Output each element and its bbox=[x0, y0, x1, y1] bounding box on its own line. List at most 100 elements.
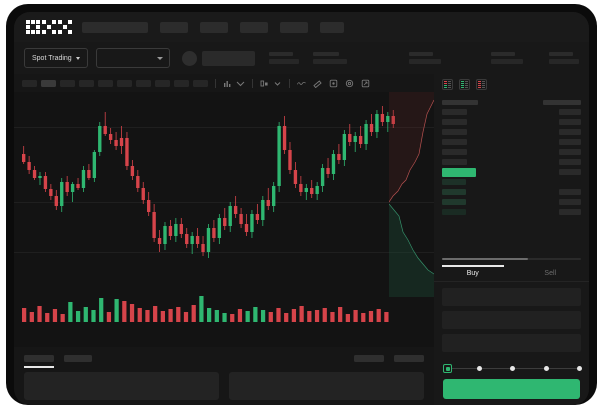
amount-percent-slider[interactable] bbox=[434, 357, 589, 373]
bottom-tab-2[interactable] bbox=[64, 354, 92, 362]
bottom-panel-left[interactable] bbox=[24, 372, 219, 400]
timeframe-button-5[interactable] bbox=[98, 79, 113, 87]
orderbook-row-price bbox=[442, 179, 466, 185]
price-field[interactable] bbox=[442, 288, 581, 306]
ticker-stat-3-value bbox=[408, 59, 441, 64]
timeframe-button-2[interactable] bbox=[41, 79, 56, 87]
orderbook-row[interactable] bbox=[442, 207, 581, 217]
settings-icon[interactable] bbox=[345, 79, 354, 88]
orderbook-row[interactable] bbox=[442, 167, 581, 177]
ticker-subheader: Spot Trading bbox=[14, 42, 589, 74]
nav-item-2[interactable] bbox=[200, 21, 228, 33]
chevron-down-icon bbox=[75, 56, 80, 60]
total-field[interactable] bbox=[442, 334, 581, 352]
orderbook-row-amount bbox=[559, 139, 581, 145]
orderbook-row-amount bbox=[559, 189, 581, 195]
tab-sell[interactable]: Sell bbox=[544, 270, 557, 277]
orderbook-row-price bbox=[442, 109, 467, 115]
orderbook-row-amount bbox=[559, 209, 581, 215]
timeframe-button-4[interactable] bbox=[79, 79, 94, 87]
device-frame: Spot Trading bbox=[6, 4, 597, 405]
nav-item-5[interactable] bbox=[320, 21, 344, 33]
chart-gridline bbox=[14, 202, 434, 203]
order-form bbox=[434, 282, 589, 352]
orderbook-row-price bbox=[442, 119, 467, 125]
orderbook-row-price bbox=[442, 167, 476, 177]
orderbook-list[interactable] bbox=[434, 94, 589, 254]
orderbook-row-amount bbox=[559, 159, 581, 165]
buy-submit-button[interactable] bbox=[443, 379, 580, 399]
orderbook-row[interactable] bbox=[442, 187, 581, 197]
slider-handle[interactable] bbox=[443, 364, 452, 373]
price-chart[interactable] bbox=[14, 92, 434, 347]
slider-stop-100[interactable] bbox=[577, 365, 582, 371]
timeframe-button-10[interactable] bbox=[193, 79, 208, 87]
buy-sell-tabs: Buy Sell bbox=[434, 265, 589, 282]
toolbar-divider bbox=[252, 78, 253, 88]
ticker-stat-5-label bbox=[548, 52, 573, 56]
orderbook-mode-both-icon[interactable] bbox=[442, 79, 453, 90]
ticker-stat-3-label bbox=[408, 52, 433, 56]
nav-item-4[interactable] bbox=[280, 21, 308, 33]
timeframe-button-6[interactable] bbox=[117, 79, 132, 87]
orderbook-row-amount bbox=[559, 129, 581, 135]
ticker-stat-1-label bbox=[268, 52, 293, 56]
bottom-action-2[interactable] bbox=[394, 354, 424, 362]
chart-toolbar bbox=[14, 74, 434, 92]
orderbook-view-modes bbox=[434, 74, 589, 94]
pair-select[interactable] bbox=[95, 48, 170, 68]
chart-type-icon[interactable] bbox=[236, 79, 245, 88]
ticker-stat-1-value bbox=[268, 59, 299, 64]
timeframe-button-7[interactable] bbox=[136, 79, 151, 87]
orderbook-row-amount bbox=[559, 199, 581, 205]
slider-stop-75[interactable] bbox=[544, 365, 549, 371]
trading-mode-select[interactable]: Spot Trading bbox=[24, 48, 88, 68]
compare-icon[interactable] bbox=[260, 79, 269, 88]
search-input[interactable] bbox=[82, 21, 148, 33]
orderbook-mode-bids-icon[interactable] bbox=[459, 79, 470, 90]
chevron-down-icon[interactable] bbox=[273, 79, 282, 88]
timeframe-button-1[interactable] bbox=[22, 79, 37, 87]
wave-icon[interactable] bbox=[297, 79, 306, 88]
orderbook-row[interactable] bbox=[442, 107, 581, 117]
orderbook-row-price bbox=[442, 159, 467, 165]
orderbook-trade-column: Buy Sell bbox=[434, 74, 589, 405]
bottom-tab-1[interactable] bbox=[24, 354, 54, 368]
amount-field[interactable] bbox=[442, 311, 581, 329]
orderbook-row[interactable] bbox=[442, 147, 581, 157]
ticker-stat-4-label bbox=[490, 52, 515, 56]
okx-logo-icon[interactable] bbox=[26, 20, 72, 34]
bottom-panel-right[interactable] bbox=[229, 372, 424, 400]
orderbook-row[interactable] bbox=[442, 117, 581, 127]
tab-buy[interactable]: Buy bbox=[434, 265, 512, 281]
timeframe-button-8[interactable] bbox=[155, 79, 170, 87]
orderbook-row-amount bbox=[559, 109, 581, 115]
orderbook-row[interactable] bbox=[442, 127, 581, 137]
ruler-icon[interactable] bbox=[313, 79, 322, 88]
orderbook-row[interactable] bbox=[442, 157, 581, 167]
orderbook-row[interactable] bbox=[442, 197, 581, 207]
orderbook-scrollbar[interactable] bbox=[442, 258, 581, 260]
orderbook-row-price bbox=[442, 209, 466, 215]
indicators-icon[interactable] bbox=[223, 79, 232, 88]
nav-item-1[interactable] bbox=[160, 21, 188, 33]
orderbook-row-price bbox=[442, 139, 467, 145]
orderbook-row-price bbox=[442, 129, 467, 135]
bottom-panels bbox=[14, 372, 434, 405]
ticker-stat-5-value bbox=[548, 59, 579, 64]
slider-stop-25[interactable] bbox=[477, 365, 482, 371]
timeframe-button-3[interactable] bbox=[60, 79, 75, 87]
bottom-action-1[interactable] bbox=[354, 354, 384, 362]
timeframe-button-9[interactable] bbox=[174, 79, 189, 87]
chart-gridline bbox=[14, 252, 434, 253]
orderbook-mode-asks-icon[interactable] bbox=[476, 79, 487, 90]
slider-stop-50[interactable] bbox=[510, 365, 515, 371]
chart-gridline bbox=[14, 127, 434, 128]
orderbook-row[interactable] bbox=[442, 137, 581, 147]
orderbook-header-row bbox=[442, 97, 581, 107]
orderbook-row-amount bbox=[559, 169, 581, 175]
magnet-icon[interactable] bbox=[329, 79, 338, 88]
nav-item-3[interactable] bbox=[240, 21, 268, 33]
fullscreen-icon[interactable] bbox=[361, 79, 370, 88]
orderbook-row[interactable] bbox=[442, 177, 581, 187]
